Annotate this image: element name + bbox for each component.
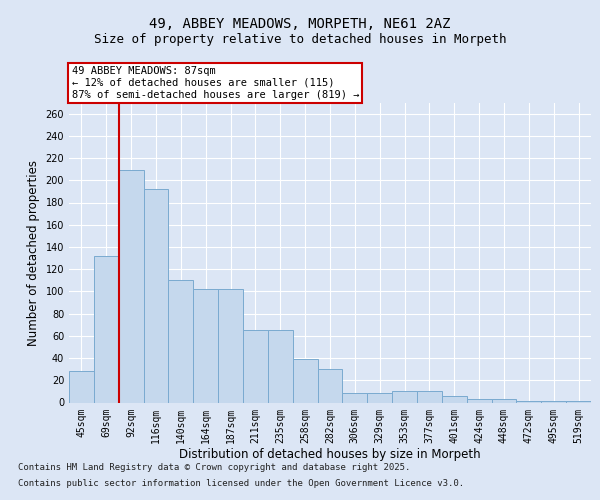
Bar xyxy=(169,280,193,402)
Bar xyxy=(367,392,392,402)
Bar xyxy=(343,392,367,402)
Bar xyxy=(94,256,119,402)
Bar xyxy=(467,399,491,402)
Bar xyxy=(268,330,293,402)
Bar xyxy=(491,399,517,402)
Bar xyxy=(293,359,317,403)
Bar xyxy=(317,369,343,402)
X-axis label: Distribution of detached houses by size in Morpeth: Distribution of detached houses by size … xyxy=(179,448,481,461)
Bar xyxy=(69,372,94,402)
Bar xyxy=(442,396,467,402)
Bar xyxy=(193,289,218,403)
Text: Contains public sector information licensed under the Open Government Licence v3: Contains public sector information licen… xyxy=(18,478,464,488)
Text: Size of property relative to detached houses in Morpeth: Size of property relative to detached ho… xyxy=(94,32,506,46)
Text: 49 ABBEY MEADOWS: 87sqm
← 12% of detached houses are smaller (115)
87% of semi-d: 49 ABBEY MEADOWS: 87sqm ← 12% of detache… xyxy=(71,66,359,100)
Bar xyxy=(119,170,143,402)
Bar xyxy=(417,392,442,402)
Bar xyxy=(143,189,169,402)
Text: Contains HM Land Registry data © Crown copyright and database right 2025.: Contains HM Land Registry data © Crown c… xyxy=(18,464,410,472)
Bar xyxy=(243,330,268,402)
Text: 49, ABBEY MEADOWS, MORPETH, NE61 2AZ: 49, ABBEY MEADOWS, MORPETH, NE61 2AZ xyxy=(149,18,451,32)
Bar xyxy=(218,289,243,403)
Y-axis label: Number of detached properties: Number of detached properties xyxy=(27,160,40,346)
Bar xyxy=(392,392,417,402)
